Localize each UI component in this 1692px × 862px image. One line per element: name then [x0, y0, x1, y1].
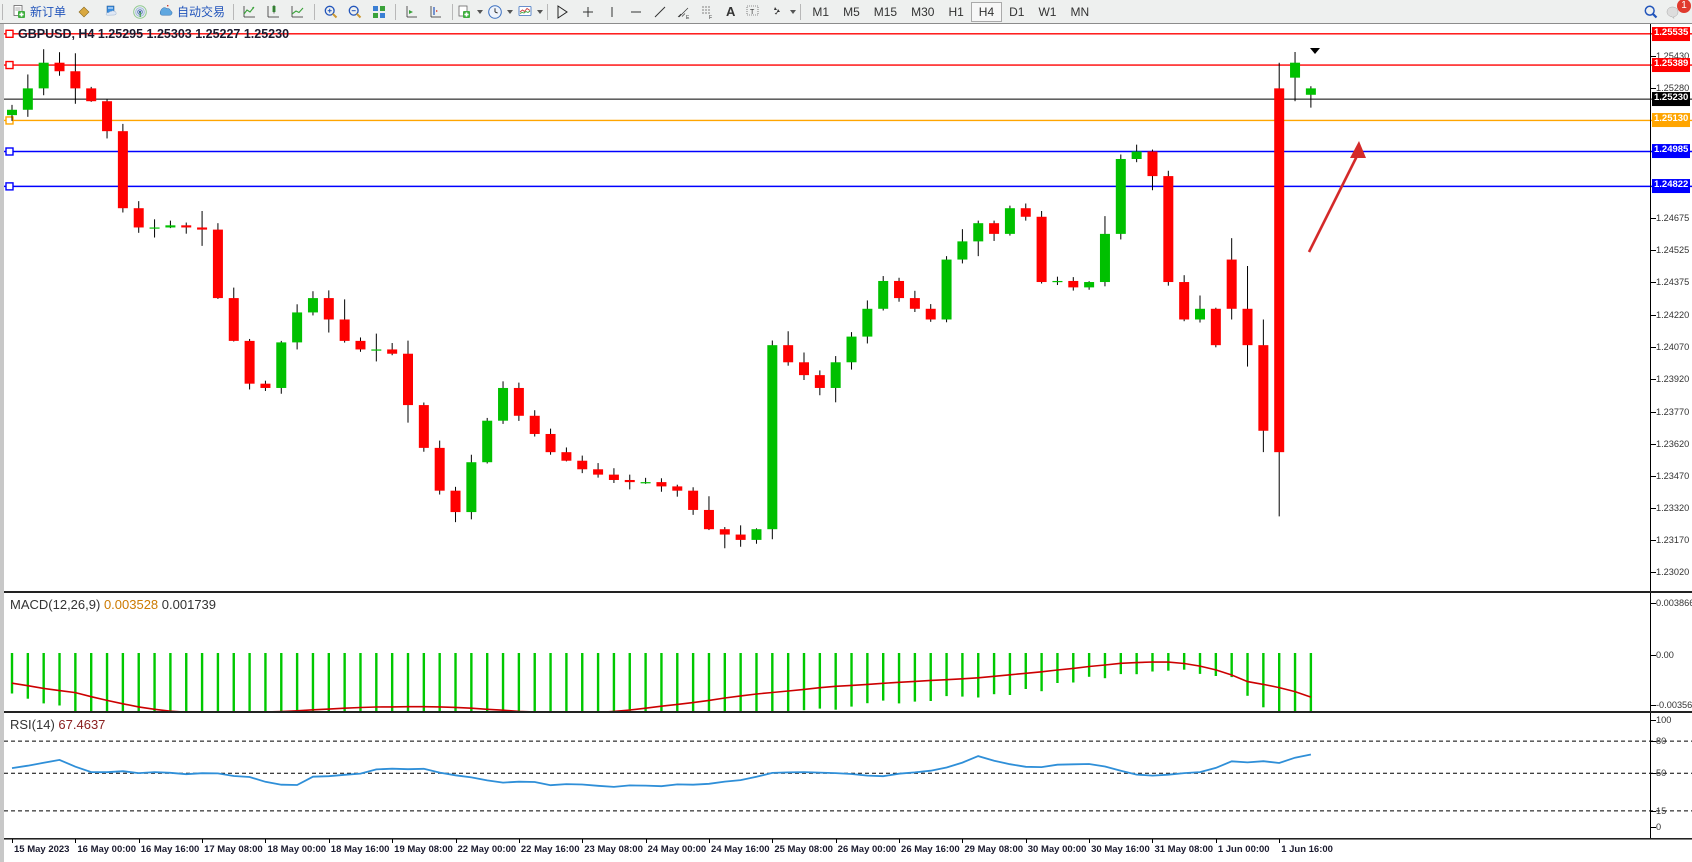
- svg-text:T: T: [750, 9, 755, 16]
- svg-text:E: E: [686, 15, 690, 20]
- svg-text:F: F: [709, 15, 712, 20]
